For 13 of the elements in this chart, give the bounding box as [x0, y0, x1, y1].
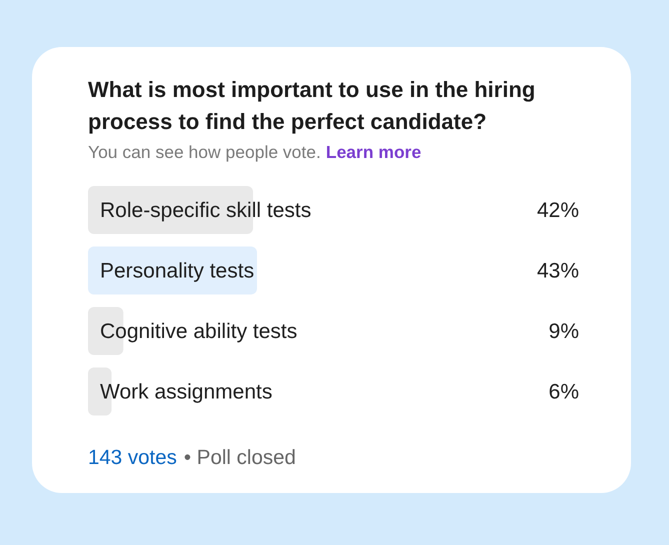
data-label: 43%: [536, 260, 579, 282]
chart-subtitle: You can see how people vote.: [88, 142, 321, 162]
text: 143 votes: [88, 446, 177, 469]
text: Learn more: [326, 142, 422, 162]
data-label: 9%: [548, 320, 579, 343]
y-tick-label: Work assignments: [100, 380, 272, 404]
y-tick-label: Personality tests: [100, 260, 254, 282]
text: What is most important to use in the hiring process to find the perfect candidate?: [88, 77, 536, 134]
data-label: 6%: [548, 380, 579, 404]
y-tick-label: Role-specific skill tests: [100, 199, 312, 222]
y-tick-label: Cognitive ability tests: [100, 320, 298, 343]
text: • Poll closed: [184, 446, 296, 469]
data-label: 42%: [536, 199, 579, 222]
